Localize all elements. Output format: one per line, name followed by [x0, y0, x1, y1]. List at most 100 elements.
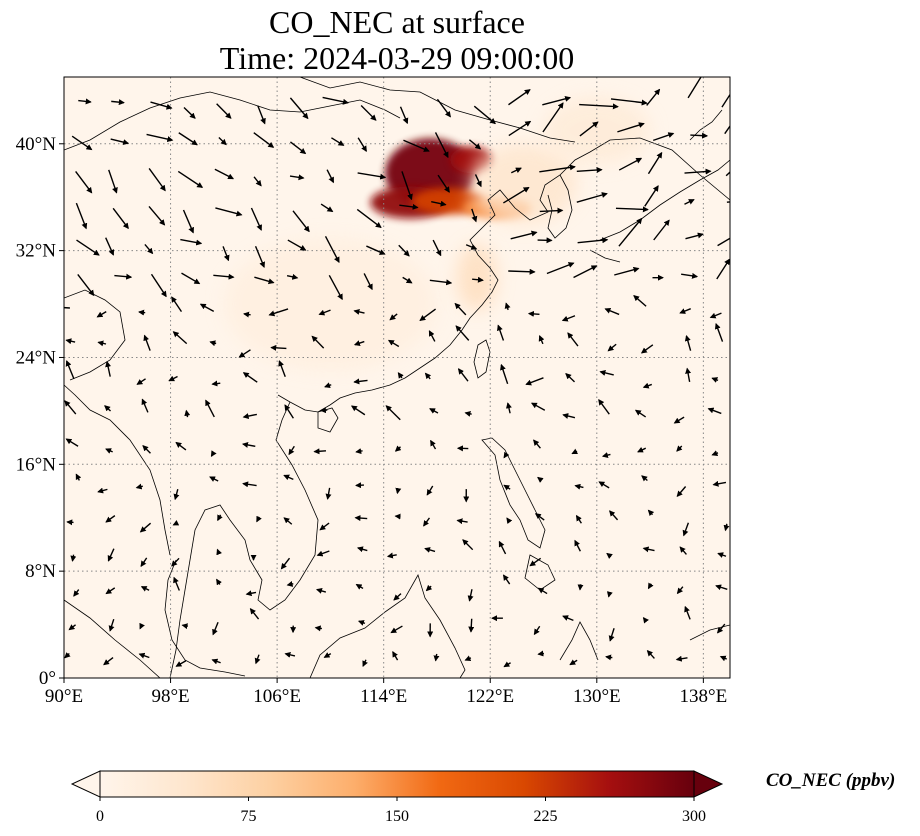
- colorbar: 0 75 150 225 300: [70, 770, 724, 825]
- wind-arrow: [111, 99, 125, 106]
- wind-arrow: [105, 360, 112, 377]
- wind-arrow: [633, 295, 647, 307]
- lon-tick-label: 90°E: [45, 686, 83, 707]
- wind-arrow: [356, 208, 382, 229]
- wind-arrow: [426, 485, 434, 496]
- wind-arrow: [675, 655, 688, 662]
- wind-arrow: [537, 650, 545, 657]
- wind-arrow: [709, 312, 722, 319]
- wind-arrow: [682, 522, 690, 537]
- wind-arrow: [105, 448, 113, 454]
- wind-arrow: [467, 589, 474, 602]
- wind-arrow: [618, 157, 643, 171]
- wind-arrow: [707, 407, 722, 415]
- wind-arrow: [210, 450, 217, 457]
- wind-arrow: [503, 451, 510, 459]
- wind-arrow: [395, 487, 402, 495]
- colorbar-gradient: [99, 770, 695, 798]
- wind-arrow: [502, 574, 511, 585]
- colorbar-ticks: 0 75 150 225 300: [96, 797, 706, 825]
- wind-arrow: [168, 375, 178, 382]
- wind-arrow: [430, 439, 437, 450]
- wind-vectors: [64, 77, 730, 668]
- wind-arrow: [242, 413, 257, 420]
- coastline-hainan: [317, 407, 339, 433]
- wind-arrow: [562, 413, 576, 419]
- wind-arrow: [150, 273, 167, 298]
- wind-arrow: [356, 546, 368, 553]
- wind-arrow: [598, 399, 610, 415]
- wind-arrow: [245, 590, 257, 597]
- wind-arrow: [355, 448, 363, 455]
- wind-arrow: [464, 410, 472, 417]
- wind-arrow: [212, 621, 219, 636]
- wind-arrow: [676, 445, 683, 452]
- wind-arrow: [716, 258, 730, 280]
- wind-arrow: [141, 398, 149, 413]
- coastline-taiwan: [473, 339, 491, 379]
- wind-arrow: [571, 448, 579, 455]
- wind-arrow: [717, 552, 727, 558]
- wind-arrow: [358, 620, 366, 626]
- wind-arrow: [685, 367, 692, 383]
- wind-arrow: [647, 151, 663, 175]
- wind-arrow: [280, 557, 291, 570]
- wind-arrow: [353, 378, 368, 385]
- wind-arrow: [284, 404, 294, 419]
- wind-arrow: [289, 97, 309, 120]
- wind-arrow: [319, 522, 330, 531]
- wind-arrow: [108, 618, 115, 632]
- wind-arrow: [527, 310, 540, 317]
- lat-tick-label: 0°: [39, 668, 56, 689]
- wind-arrow: [634, 409, 647, 418]
- wind-arrow: [390, 625, 403, 634]
- wind-arrow: [462, 539, 474, 551]
- wind-arrow: [606, 552, 613, 559]
- wind-arrow: [104, 405, 112, 412]
- wind-arrow: [211, 380, 221, 387]
- concentration-plume: [456, 243, 497, 311]
- wind-arrow: [328, 274, 343, 301]
- border-mongolia: [64, 91, 401, 151]
- wind-arrow: [249, 608, 260, 620]
- wind-arrow: [114, 273, 133, 280]
- wind-arrow: [108, 169, 118, 194]
- lat-tick-label: 8°N: [25, 561, 56, 582]
- wind-arrow: [542, 102, 564, 133]
- wind-arrow: [211, 658, 221, 665]
- wind-arrow: [437, 174, 450, 193]
- wind-arrow: [253, 176, 262, 187]
- wind-arrow: [77, 274, 95, 297]
- wind-arrow: [140, 557, 148, 568]
- wind-arrow: [546, 262, 575, 275]
- wind-arrow: [429, 279, 453, 286]
- concentration-plume: [470, 143, 577, 224]
- wind-arrow: [355, 583, 364, 590]
- wind-arrow: [142, 444, 151, 454]
- wind-arrow: [184, 409, 191, 418]
- wind-arrow: [502, 186, 530, 204]
- wind-arrow: [464, 655, 472, 661]
- wind-arrow: [78, 98, 92, 105]
- wind-arrow: [508, 268, 536, 275]
- wind-arrow: [199, 303, 215, 312]
- wind-arrow: [366, 245, 386, 255]
- wind-arrow: [542, 95, 572, 106]
- wind-arrow: [182, 209, 194, 234]
- wind-arrow: [242, 372, 258, 383]
- wind-arrow: [287, 239, 307, 251]
- wind-arrow: [604, 307, 620, 316]
- coastline-borneo: [309, 573, 466, 678]
- colorbar-tick-label: 75: [241, 808, 257, 825]
- wind-arrow: [254, 276, 275, 285]
- wind-arrow: [646, 88, 661, 106]
- latitude-ticks: 0° 8°N 16°N 24°N 32°N 40°N: [16, 134, 64, 689]
- lat-tick-label: 32°N: [16, 241, 57, 262]
- wind-arrow: [288, 445, 295, 456]
- wind-arrow: [363, 273, 373, 291]
- wind-arrow: [641, 475, 648, 482]
- wind-arrow: [500, 363, 509, 385]
- wind-arrow: [712, 480, 727, 487]
- wind-arrow: [65, 438, 79, 447]
